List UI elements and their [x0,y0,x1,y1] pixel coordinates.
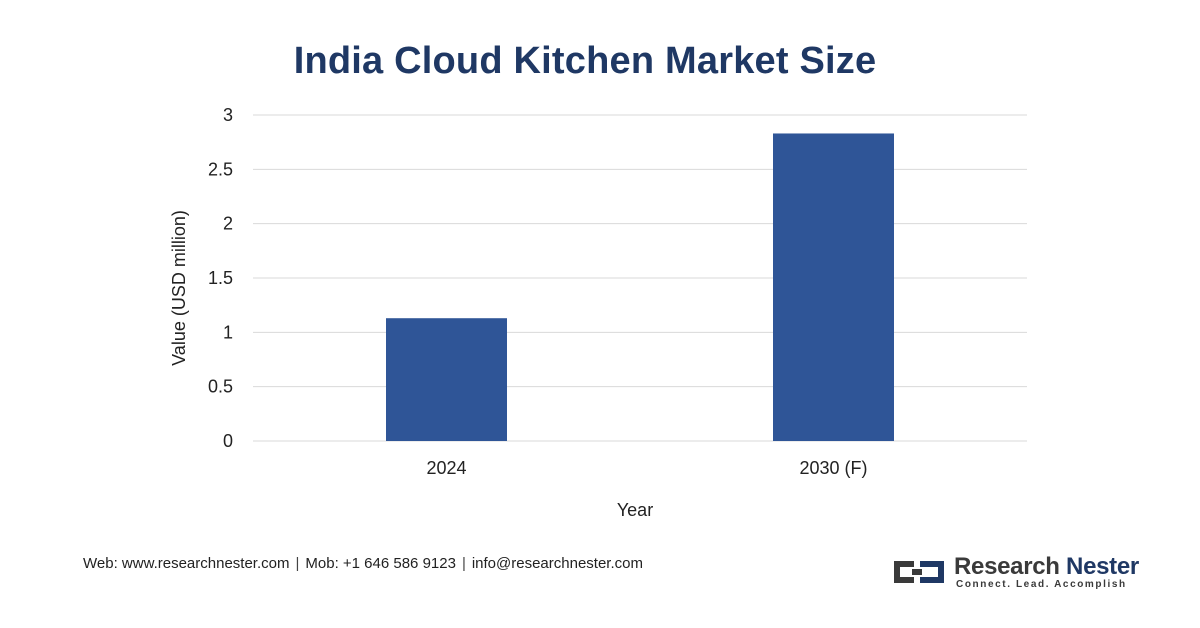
y-tick-label: 3 [223,105,233,125]
brand-name-part1: Research [954,553,1060,580]
footer-separator: | [295,555,300,572]
bar-2030-f [773,133,894,441]
y-tick-label: 0.5 [208,377,233,397]
footer-email[interactable]: info@researchnester.com [471,555,643,572]
y-tick-label: 1 [223,322,233,342]
footer-separator: | [461,555,466,572]
bars [386,133,894,441]
footer-web[interactable]: Web: www.researchnester.com [83,555,290,572]
chart-title: India Cloud Kitchen Market Size [293,40,877,82]
y-axis-label: Value (USD million) [169,210,189,366]
brand-logo: Research Nester Connect. Lead. Accomplis… [890,553,1139,593]
y-tick-label: 1.5 [208,268,233,288]
brand-tagline: Connect. Lead. Accomplish [956,579,1127,590]
research-nester-logo-icon [894,561,944,583]
x-tick-label: 2030 (F) [799,458,867,478]
bar-2024 [386,318,507,441]
x-axis-label: Year [617,500,653,520]
x-axis-ticks: 2024 2030 (F) [426,458,867,478]
brand-name-part2: Nester [1066,553,1139,580]
y-tick-label: 2 [223,214,233,234]
y-tick-label: 2.5 [208,159,233,179]
y-axis-ticks: 0 0.5 1 1.5 2 2.5 3 [208,105,233,451]
y-tick-label: 0 [223,431,233,451]
x-tick-label: 2024 [426,458,466,478]
brand-name: Research Nester [954,553,1139,581]
footer-mobile[interactable]: Mob: +1 646 586 9123 [305,555,456,572]
footer-contact: Web: www.researchnester.com | Mob: +1 646 … [83,555,643,572]
gridlines [253,114,1027,442]
